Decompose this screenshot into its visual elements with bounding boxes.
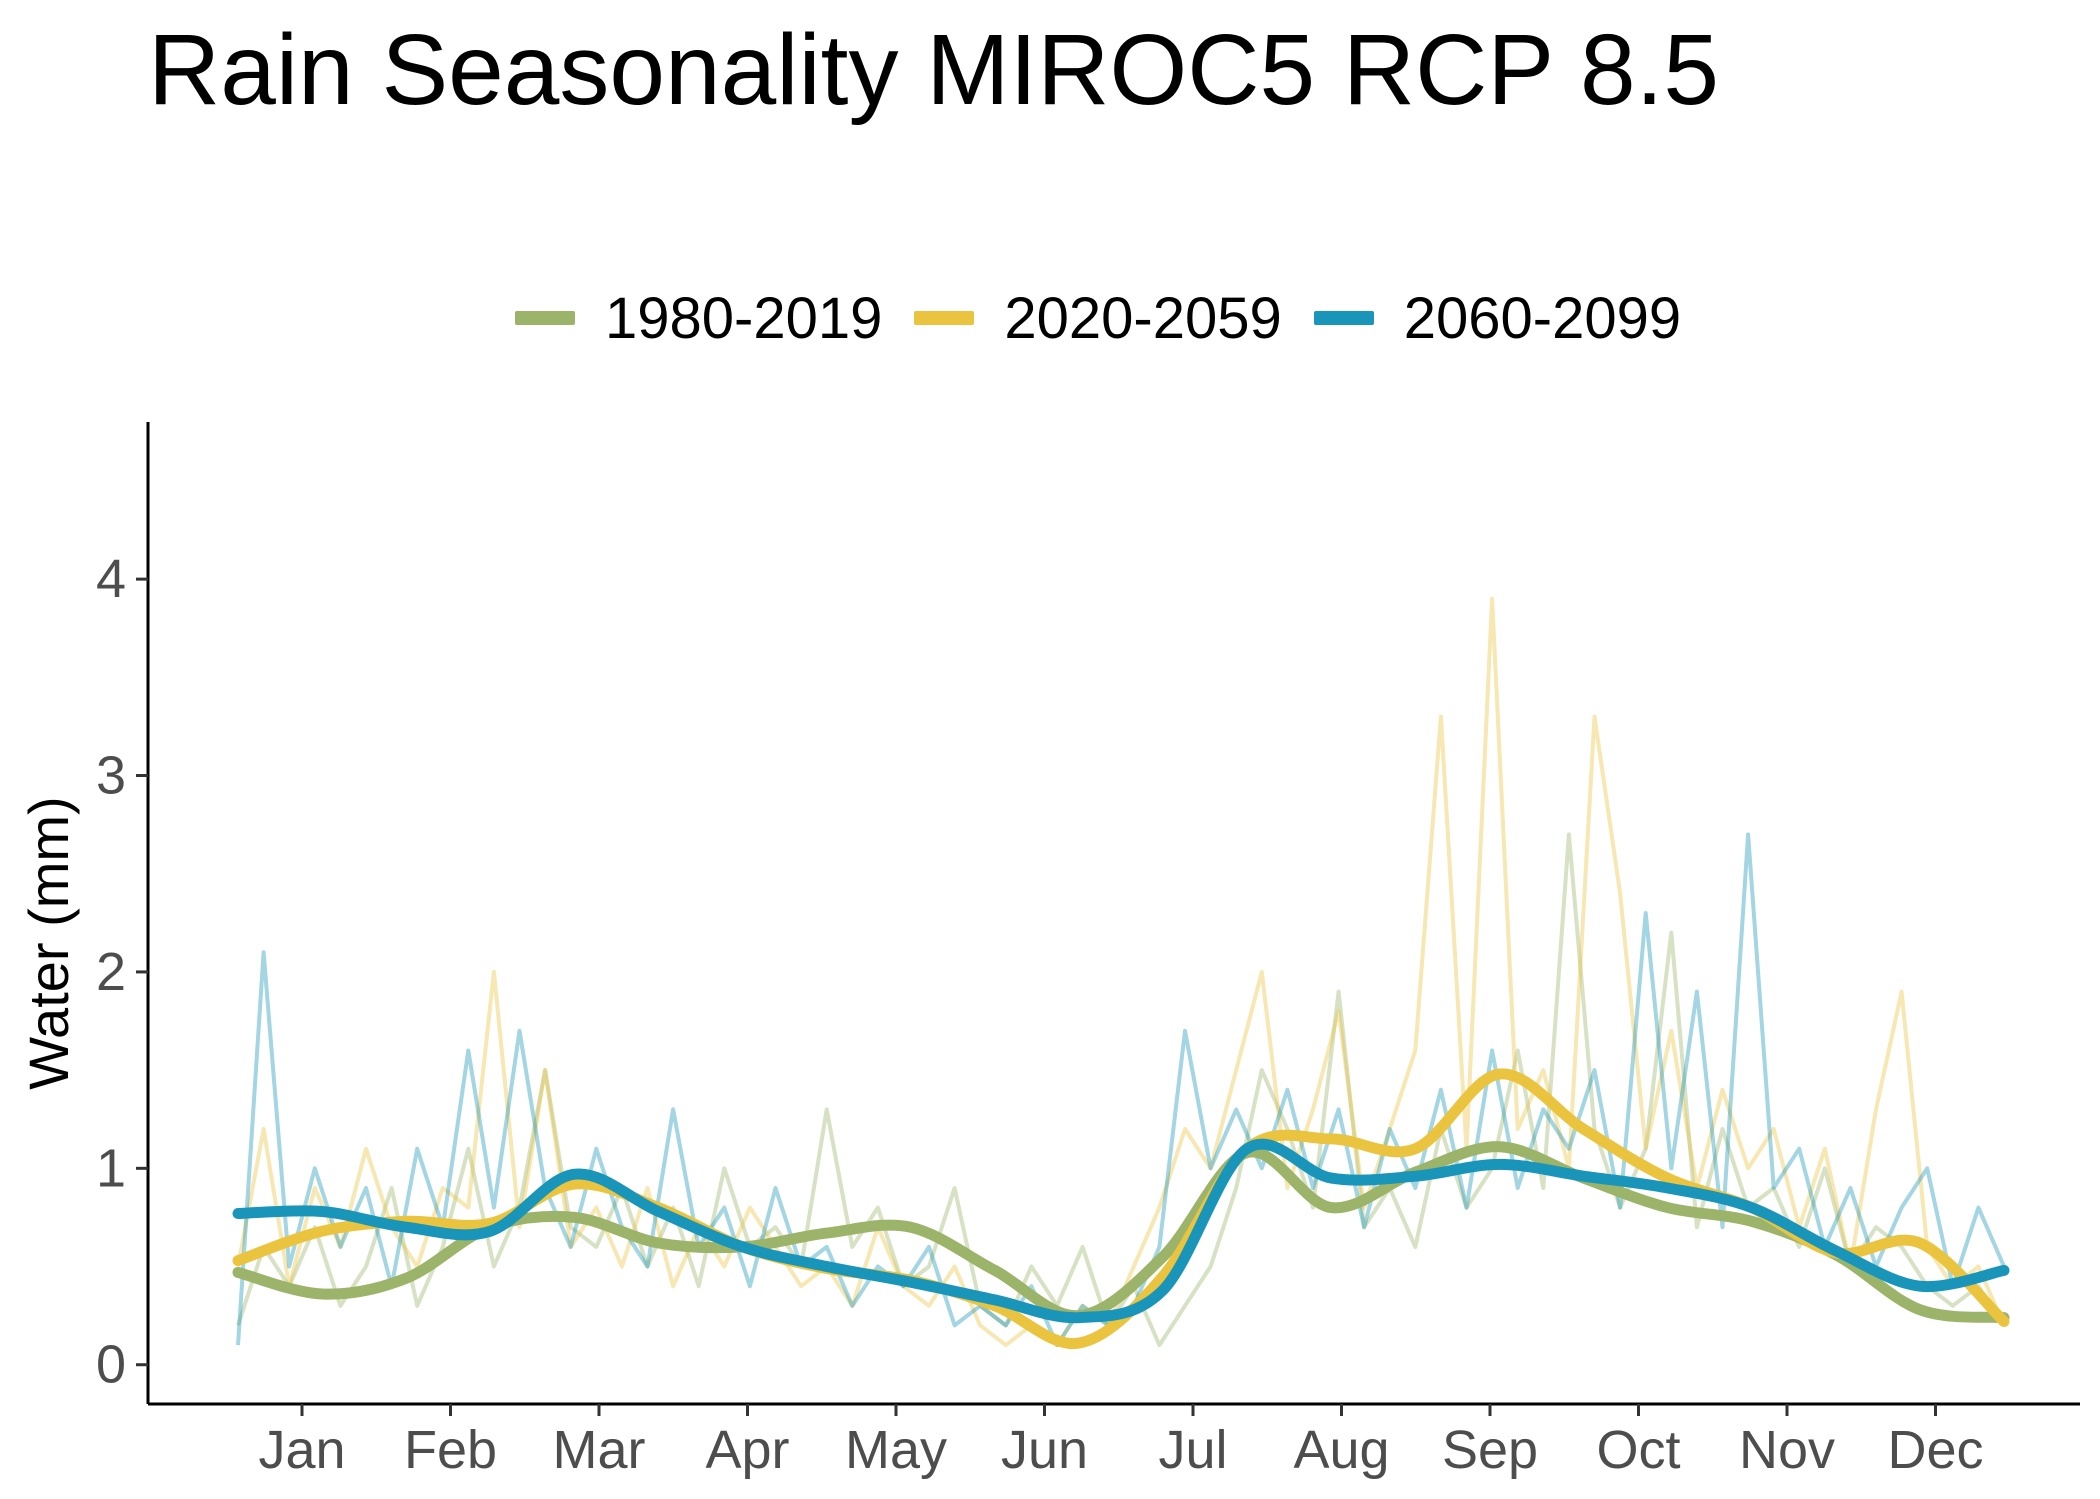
legend-key-1980-2019 bbox=[515, 311, 575, 325]
x-tick-label-Apr: Apr bbox=[705, 1420, 789, 1480]
legend-key-2060-2099 bbox=[1313, 311, 1374, 325]
y-tick-label-4: 4 bbox=[96, 549, 126, 609]
y-tick-label-1: 1 bbox=[96, 1138, 126, 1198]
x-tick-label-Nov: Nov bbox=[1739, 1420, 1835, 1480]
x-tick-label-Jun: Jun bbox=[1001, 1420, 1088, 1480]
x-tick-label-Aug: Aug bbox=[1293, 1420, 1389, 1480]
legend-label-2020-2059: 2020-2059 bbox=[1004, 285, 1282, 351]
series-smooth-1980-2019 bbox=[232, 1141, 2010, 1324]
legend-item-2060-2099: 2060-2099 bbox=[1313, 285, 1682, 352]
series-smooth-2060-2099 bbox=[232, 1138, 2010, 1324]
x-tick-label-Jul: Jul bbox=[1158, 1420, 1227, 1480]
x-tick-label-Dec: Dec bbox=[1887, 1420, 1983, 1480]
x-tick-label-Sep: Sep bbox=[1442, 1420, 1538, 1480]
legend-key-2020-2059 bbox=[914, 311, 975, 325]
y-tick-label-2: 2 bbox=[96, 942, 126, 1002]
y-tick-label-3: 3 bbox=[96, 746, 126, 806]
legend-item-2020-2059: 2020-2059 bbox=[914, 285, 1282, 352]
legend: 1980-2019 2020-2059 2060-2099 bbox=[515, 278, 1713, 358]
legend-label-2060-2099: 2060-2099 bbox=[1403, 285, 1682, 351]
series-raw-2060-2099 bbox=[236, 832, 2006, 1348]
legend-label-1980-2019: 1980-2019 bbox=[605, 285, 883, 351]
y-axis-label: Water (mm) bbox=[17, 796, 80, 1089]
x-tick-label-Jan: Jan bbox=[258, 1420, 345, 1480]
x-tick-label-Feb: Feb bbox=[404, 1420, 497, 1480]
series-raw-1980-2019 bbox=[236, 832, 2006, 1348]
x-tick-label-Mar: Mar bbox=[553, 1420, 646, 1480]
legend-item-1980-2019: 1980-2019 bbox=[515, 285, 882, 352]
y-tick-label-0: 0 bbox=[96, 1335, 126, 1395]
x-tick-label-Oct: Oct bbox=[1596, 1420, 1680, 1480]
chart-title: Rain Seasonality MIROC5 RCP 8.5 bbox=[148, 14, 1720, 126]
x-tick-label-May: May bbox=[845, 1420, 947, 1480]
